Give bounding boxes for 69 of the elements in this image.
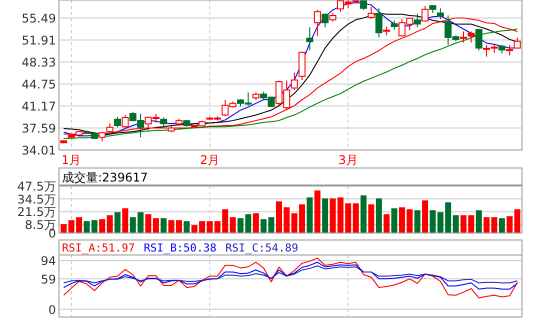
y-tick-label: 48.33 <box>22 56 56 70</box>
y-tick-label: 59 <box>40 272 56 286</box>
bar <box>384 214 390 233</box>
bar <box>314 190 320 233</box>
candlestick <box>436 8 444 20</box>
candlestick <box>306 26 314 52</box>
series-label: RSI_A:51.97 <box>62 242 135 254</box>
candlestick <box>390 20 398 30</box>
candlestick <box>422 6 429 22</box>
series-label: RSI_C:54.89 <box>225 242 298 254</box>
bar <box>352 203 359 233</box>
bar <box>306 197 313 233</box>
candlestick <box>298 51 306 81</box>
candlestick <box>322 13 329 28</box>
bar <box>322 198 328 233</box>
y-tick-label: 94 <box>40 254 56 268</box>
y-tick-label: 47.5万 <box>17 180 56 194</box>
x-tick-label: 2月 <box>200 153 220 167</box>
bar <box>452 215 459 233</box>
candlestick <box>414 13 421 28</box>
bar <box>260 219 267 233</box>
candlestick <box>468 30 475 44</box>
line-series <box>63 262 518 290</box>
candlestick <box>122 114 129 128</box>
candlestick <box>160 116 168 128</box>
y-tick-label: 44.75 <box>22 78 56 92</box>
y-tick-label: 55.49 <box>22 12 56 26</box>
bar <box>268 217 274 233</box>
series-label: RSI_B:50.38 <box>144 242 217 254</box>
bar <box>160 218 167 233</box>
bar <box>368 204 374 233</box>
bar <box>122 208 128 233</box>
bar <box>60 224 67 233</box>
candlestick <box>506 44 514 56</box>
candlestick <box>290 72 298 90</box>
bar <box>184 221 190 233</box>
bar <box>376 198 382 233</box>
line-series <box>63 258 518 298</box>
y-tick-label: 37.59 <box>22 122 56 136</box>
bar <box>430 210 436 233</box>
bar <box>99 219 106 233</box>
x-tick-label: 3月 <box>338 153 358 167</box>
y-tick-label: 34.5万 <box>17 192 56 206</box>
y-tick-label: 41.17 <box>22 100 56 114</box>
bar <box>422 200 428 233</box>
bar <box>391 208 398 233</box>
bar <box>230 217 236 233</box>
line-series <box>63 265 518 284</box>
bar <box>414 210 420 233</box>
candlestick <box>475 28 482 52</box>
y-tick-label: 34.01 <box>22 144 56 158</box>
bar <box>252 213 259 233</box>
bar <box>360 195 367 233</box>
candlestick <box>460 30 467 44</box>
chart-title: 成交量:239617 <box>62 170 148 184</box>
x-tick-label: 1月 <box>62 153 82 167</box>
bar <box>506 216 513 233</box>
y-tick-label: 51.91 <box>22 34 56 48</box>
candlestick <box>375 8 382 38</box>
candlestick <box>114 116 122 128</box>
bar <box>498 218 505 233</box>
bar <box>476 210 482 233</box>
bar <box>106 215 113 233</box>
bar <box>114 212 121 233</box>
bar <box>514 209 520 233</box>
y-tick-label: 21.5万 <box>17 205 56 220</box>
y-tick-label: 0 <box>48 302 56 317</box>
candlestick <box>314 9 321 37</box>
candlestick <box>368 6 375 20</box>
